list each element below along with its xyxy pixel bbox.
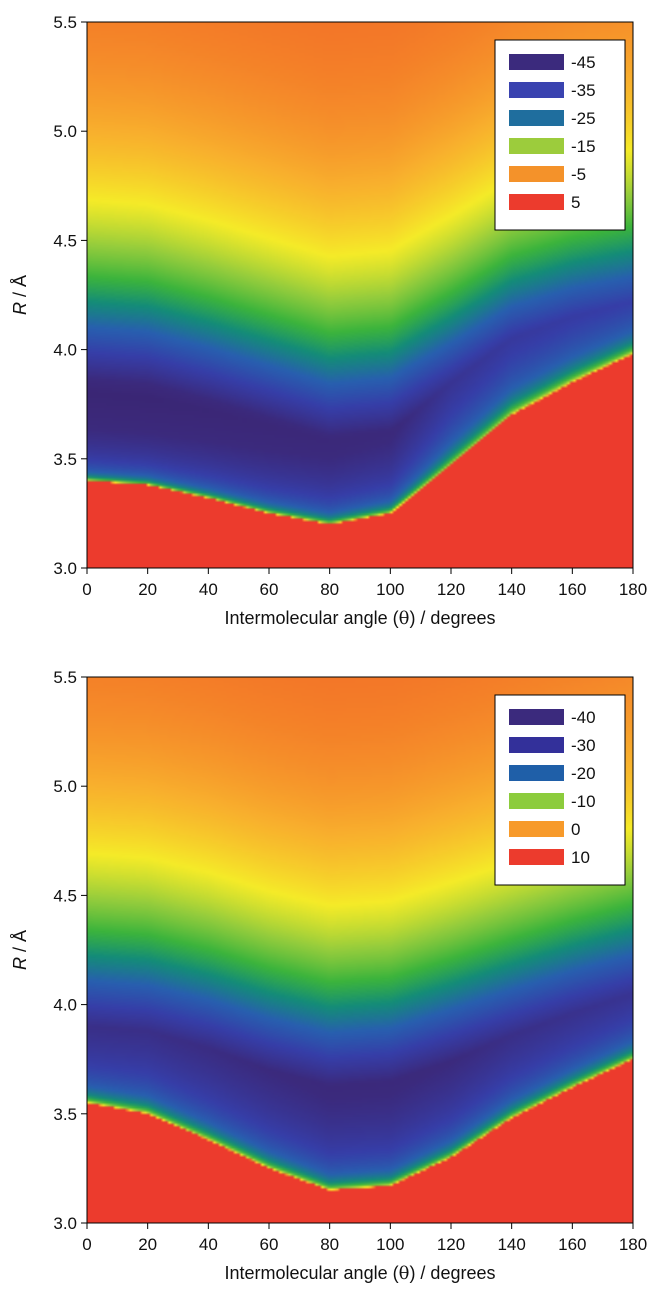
x-axis-label-suffix: ) / degrees (409, 1263, 495, 1283)
legend-swatch (509, 82, 564, 98)
x-tick-label: 160 (558, 580, 586, 599)
legend-label: -30 (571, 736, 596, 755)
x-tick-label: 180 (619, 1235, 647, 1254)
energy-contour-plot-1: 0 20 40 60 80 100 120 140 160 180 3.0 3.5 4.0 4.5 5.0 5… (0, 0, 655, 640)
x-tick-label: 0 (82, 580, 91, 599)
y-tick-label: 3.5 (53, 1105, 77, 1124)
y-axis-label-unit: / Å (10, 275, 30, 302)
y-axis-label: R / Å (10, 930, 30, 970)
x-tick-label: 0 (82, 1235, 91, 1254)
y-tick-label: 5.0 (53, 122, 77, 141)
legend-swatch (509, 166, 564, 182)
legend: -45 -35 -25 -15 -5 5 (494, 39, 626, 231)
x-tick-label: 40 (199, 1235, 218, 1254)
y-axis-label: R / Å (10, 275, 30, 315)
x-tick-label: 100 (376, 580, 404, 599)
legend-label: -25 (571, 109, 596, 128)
x-tick-label: 20 (138, 580, 157, 599)
y-tick-label: 4.0 (53, 996, 77, 1015)
legend-swatch (509, 849, 564, 865)
legend-label: -40 (571, 708, 596, 727)
legend-swatch (509, 110, 564, 126)
y-tick-label: 3.0 (53, 1214, 77, 1233)
y-tick-label: 4.5 (53, 231, 77, 250)
legend-swatch (509, 54, 564, 70)
legend-swatch (509, 194, 564, 210)
plot-frame (86, 21, 634, 569)
x-tick-label: 80 (320, 580, 339, 599)
x-tick-label: 180 (619, 580, 647, 599)
energy-contour-plot-2: 0 20 40 60 80 100 120 140 160 180 3.0 3.5 4.0 4.5 5.0 5… (0, 655, 655, 1295)
legend-label: -35 (571, 81, 596, 100)
x-tick-label: 120 (437, 1235, 465, 1254)
x-axis-label-symbol: θ (399, 1263, 410, 1284)
legend-label: 5 (571, 193, 580, 212)
y-tick-label: 5.5 (53, 668, 77, 687)
legend-label: -5 (571, 165, 586, 184)
legend-swatch (509, 793, 564, 809)
legend-swatch (509, 821, 564, 837)
y-tick-label: 5.0 (53, 777, 77, 796)
y-axis-label-unit: / Å (10, 930, 30, 957)
x-tick-label: 160 (558, 1235, 586, 1254)
y-tick-label: 5.5 (53, 13, 77, 32)
x-axis-label-suffix: ) / degrees (409, 608, 495, 628)
y-tick-label: 4.5 (53, 886, 77, 905)
legend-label: 10 (571, 848, 590, 867)
contour-chart-2: 0 20 40 60 80 100 120 140 160 1803.03.54.04.55.05… (10, 668, 647, 1284)
y-axis-label-variable: R (10, 957, 30, 970)
y-axis-label-variable: R (10, 302, 30, 315)
legend-label: 0 (571, 820, 580, 839)
x-tick-label: 140 (497, 580, 525, 599)
contour-chart-1: 0 20 40 60 80 100 120 140 160 180 3.0 3.5 4.0 4.5 5.0 5… (10, 13, 647, 629)
x-axis-label: Intermolecular angle (θ) / degrees (225, 1263, 496, 1284)
legend-swatch (509, 138, 564, 154)
y-tick-label: 3.5 (53, 450, 77, 469)
x-tick-label: 100 (376, 1235, 404, 1254)
legend-swatch (509, 709, 564, 725)
legend-swatch (509, 765, 564, 781)
x-tick-label: 140 (497, 1235, 525, 1254)
x-tick-label: 40 (199, 580, 218, 599)
x-tick-label: 120 (437, 580, 465, 599)
legend-label: -15 (571, 137, 596, 156)
x-tick-label: 60 (260, 580, 279, 599)
legend: -40 -30 -20 -10 0 10 (494, 694, 626, 886)
legend-swatch (509, 737, 564, 753)
legend-label: -10 (571, 792, 596, 811)
y-tick-label: 4.0 (53, 341, 77, 360)
x-tick-label: 60 (260, 1235, 279, 1254)
x-axis-label: Intermolecular angle (θ) / degrees (225, 608, 496, 629)
x-axis-label-prefix: Intermolecular angle ( (225, 608, 399, 628)
legend-label: -20 (571, 764, 596, 783)
x-axis-label-prefix: Intermolecular angle ( (225, 1263, 399, 1283)
x-tick-label: 80 (320, 1235, 339, 1254)
plot-frame (86, 676, 634, 1224)
x-axis-label-symbol: θ (399, 608, 410, 629)
legend-label: -45 (571, 53, 596, 72)
y-tick-label: 3.0 (53, 559, 77, 578)
x-tick-label: 20 (138, 1235, 157, 1254)
